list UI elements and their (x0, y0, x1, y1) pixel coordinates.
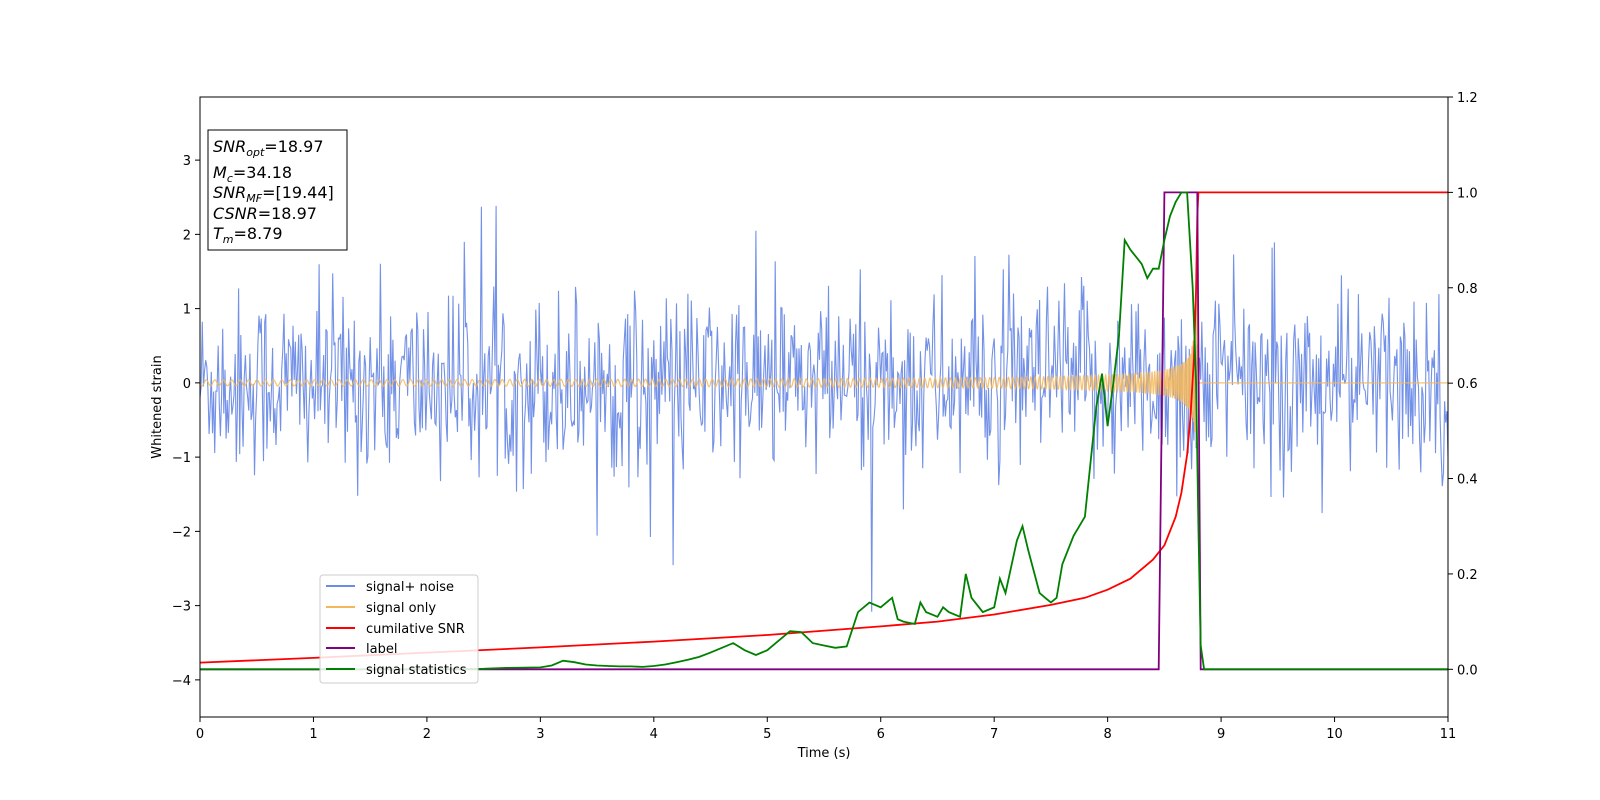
y-left-tick-label: −1 (172, 451, 191, 466)
y-left-tick-label: −4 (172, 674, 191, 689)
x-tick-label: 8 (1103, 727, 1111, 742)
legend-label-signal-noise: signal+ noise (366, 580, 454, 595)
y-right-tick-label: 0.0 (1457, 663, 1478, 678)
plot-series-layer (200, 191, 1448, 671)
y-right-tick-label: 0.6 (1457, 377, 1478, 392)
series-signal-noise-line (200, 205, 1448, 612)
info-mc: Mc=34.18 (213, 163, 292, 185)
x-tick-label: 7 (990, 727, 998, 742)
info-snr-mf: SNRMF=[19.44] (213, 183, 334, 205)
y-left-tick-label: −2 (172, 525, 191, 540)
y-left-tick-label: 1 (183, 303, 191, 318)
x-tick-label: 10 (1326, 727, 1343, 742)
y-right-axis-ticks: 1.2 1.0 0.8 0.6 0.4 0.2 0.0 (1448, 91, 1478, 678)
legend-label-cumulative-snr: cumilative SNR (366, 622, 465, 637)
y-right-tick-label: 0.2 (1457, 568, 1478, 583)
x-tick-label: 9 (1217, 727, 1225, 742)
legend-label-label: label (366, 642, 397, 657)
y-left-tick-label: 0 (183, 377, 191, 392)
legend-label-signal-only: signal only (366, 601, 436, 616)
x-tick-label: 2 (423, 727, 431, 742)
y-right-tick-label: 1.2 (1457, 91, 1478, 106)
info-csnr: CSNR=18.97 (213, 204, 317, 223)
plot-frame (199, 96, 1449, 718)
x-axis-ticks: 0 1 2 3 4 5 6 7 8 9 10 11 (196, 717, 1456, 742)
series-signal-statistics-line (200, 191, 1448, 671)
y-right-tick-label: 1.0 (1457, 186, 1478, 201)
y-right-tick-label: 0.8 (1457, 282, 1478, 297)
x-tick-label: 4 (650, 727, 658, 742)
y-left-tick-label: 2 (183, 228, 191, 243)
y-left-tick-label: 3 (183, 154, 191, 169)
info-box: SNRopt=18.97 Mc=34.18 SNRMF=[19.44] CSNR… (207, 129, 348, 251)
x-axis-label: Time (s) (797, 746, 851, 761)
y-left-axis-ticks: 3 2 1 0 −1 −2 −3 −4 (172, 154, 200, 689)
info-tm: Tm=8.79 (213, 224, 283, 246)
y-left-axis-label: Whitened strain (150, 355, 165, 458)
info-snr-opt: SNRopt=18.97 (213, 137, 324, 159)
y-left-tick-label: −3 (172, 600, 191, 615)
legend-label-signal-statistics: signal statistics (366, 663, 467, 678)
x-tick-label: 3 (536, 727, 544, 742)
x-tick-label: 1 (309, 727, 317, 742)
info-box-frame (207, 129, 348, 251)
y-right-tick-label: 0.4 (1457, 473, 1478, 488)
x-tick-label: 11 (1440, 727, 1457, 742)
x-tick-label: 6 (877, 727, 885, 742)
x-tick-label: 0 (196, 727, 204, 742)
x-tick-label: 5 (763, 727, 771, 742)
series-signal-only-line (200, 264, 1448, 442)
legend-frame (319, 574, 479, 684)
legend: signal+ noise signal only cumilative SNR… (319, 574, 479, 684)
